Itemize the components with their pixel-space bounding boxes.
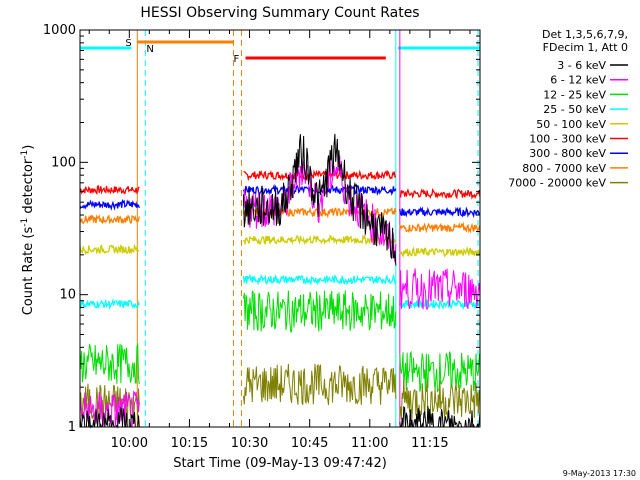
legend-label-6: 300 - 800 keV xyxy=(529,147,606,160)
legend-label-0: 3 - 6 keV xyxy=(557,59,606,72)
legend-label-3: 25 - 50 keV xyxy=(543,103,606,116)
series-line-3-seg-2 xyxy=(399,246,481,259)
x-tick-label-1100: 11:00 xyxy=(351,436,388,451)
series-line-0-seg-1 xyxy=(243,169,397,182)
series-line-0-seg-2 xyxy=(399,187,481,200)
x-tick-label-1115: 11:15 xyxy=(411,436,448,451)
y-axis-ticks: 1 10 100 1000 xyxy=(43,23,480,435)
y-tick-label-1: 1 xyxy=(68,420,76,435)
series-line-4-seg-1 xyxy=(242,273,397,286)
series-line-5-seg-0 xyxy=(79,343,140,385)
series-line-3-seg-1 xyxy=(242,233,397,246)
y-tick-label-10: 10 xyxy=(59,288,76,303)
legend-label-2: 12 - 25 keV xyxy=(543,88,606,101)
legend-header-0: Det 1,3,5,6,7,9, xyxy=(542,28,628,41)
legend-label-5: 100 - 300 keV xyxy=(529,133,606,146)
series-line-2-seg-2 xyxy=(399,221,481,234)
series-line-0-seg-0 xyxy=(79,185,140,196)
footer-date: 9-May-2013 17:30 xyxy=(563,469,636,478)
legend-header-1: FDecim 1, Att 0 xyxy=(543,41,628,54)
x-tick-label-1015: 10:15 xyxy=(171,436,208,451)
legend-label-1: 6 - 12 keV xyxy=(550,74,606,87)
y-tick-label-1000: 1000 xyxy=(43,23,76,38)
legend: Det 1,3,5,6,7,9,FDecim 1, Att 0 3 - 6 keV… xyxy=(508,28,628,190)
x-axis-ticks: 10:00 10:15 10:30 10:45 11:00 11:15 xyxy=(88,30,471,451)
series-line-7-seg-2 xyxy=(399,268,481,311)
series-line-2-seg-0 xyxy=(79,214,140,225)
x-axis-label: Start Time (09-May-13 09:47:42) xyxy=(173,456,387,471)
series-line-4-seg-0 xyxy=(79,297,140,311)
series-line-1-seg-2 xyxy=(399,206,481,219)
plot-frame xyxy=(79,29,481,428)
legend-label-8: 7000 - 20000 keV xyxy=(508,177,606,190)
series-line-6-seg-2 xyxy=(399,379,481,420)
legend-label-4: 50 - 100 keV xyxy=(536,118,606,131)
flag-label-N: N xyxy=(146,44,153,55)
series-line-6-seg-1 xyxy=(243,363,397,406)
series-line-8-seg-1 xyxy=(243,133,397,266)
flag-label-F: F xyxy=(234,54,240,65)
chart-title: HESSI Observing Summary Count Rates xyxy=(140,5,419,21)
series-line-3-seg-0 xyxy=(79,243,140,256)
series-line-7-seg-0 xyxy=(79,390,140,429)
flag-label-S: S xyxy=(125,38,131,49)
legend-label-7: 800 - 7000 keV xyxy=(522,162,606,175)
x-tick-label-1045: 10:45 xyxy=(291,436,328,451)
x-tick-label-1000: 10:00 xyxy=(111,436,148,451)
series-line-1-seg-1 xyxy=(242,183,397,197)
series-line-5-seg-1 xyxy=(243,290,397,333)
plot-area: S N F xyxy=(79,30,481,429)
y-tick-label-100: 100 xyxy=(51,155,76,170)
series-line-1-seg-0 xyxy=(79,198,140,211)
y-axis-label: Count Rate (s-1 detector-1) xyxy=(20,145,36,316)
x-tick-label-1030: 10:30 xyxy=(231,436,268,451)
series-line-5-seg-2 xyxy=(399,350,481,393)
